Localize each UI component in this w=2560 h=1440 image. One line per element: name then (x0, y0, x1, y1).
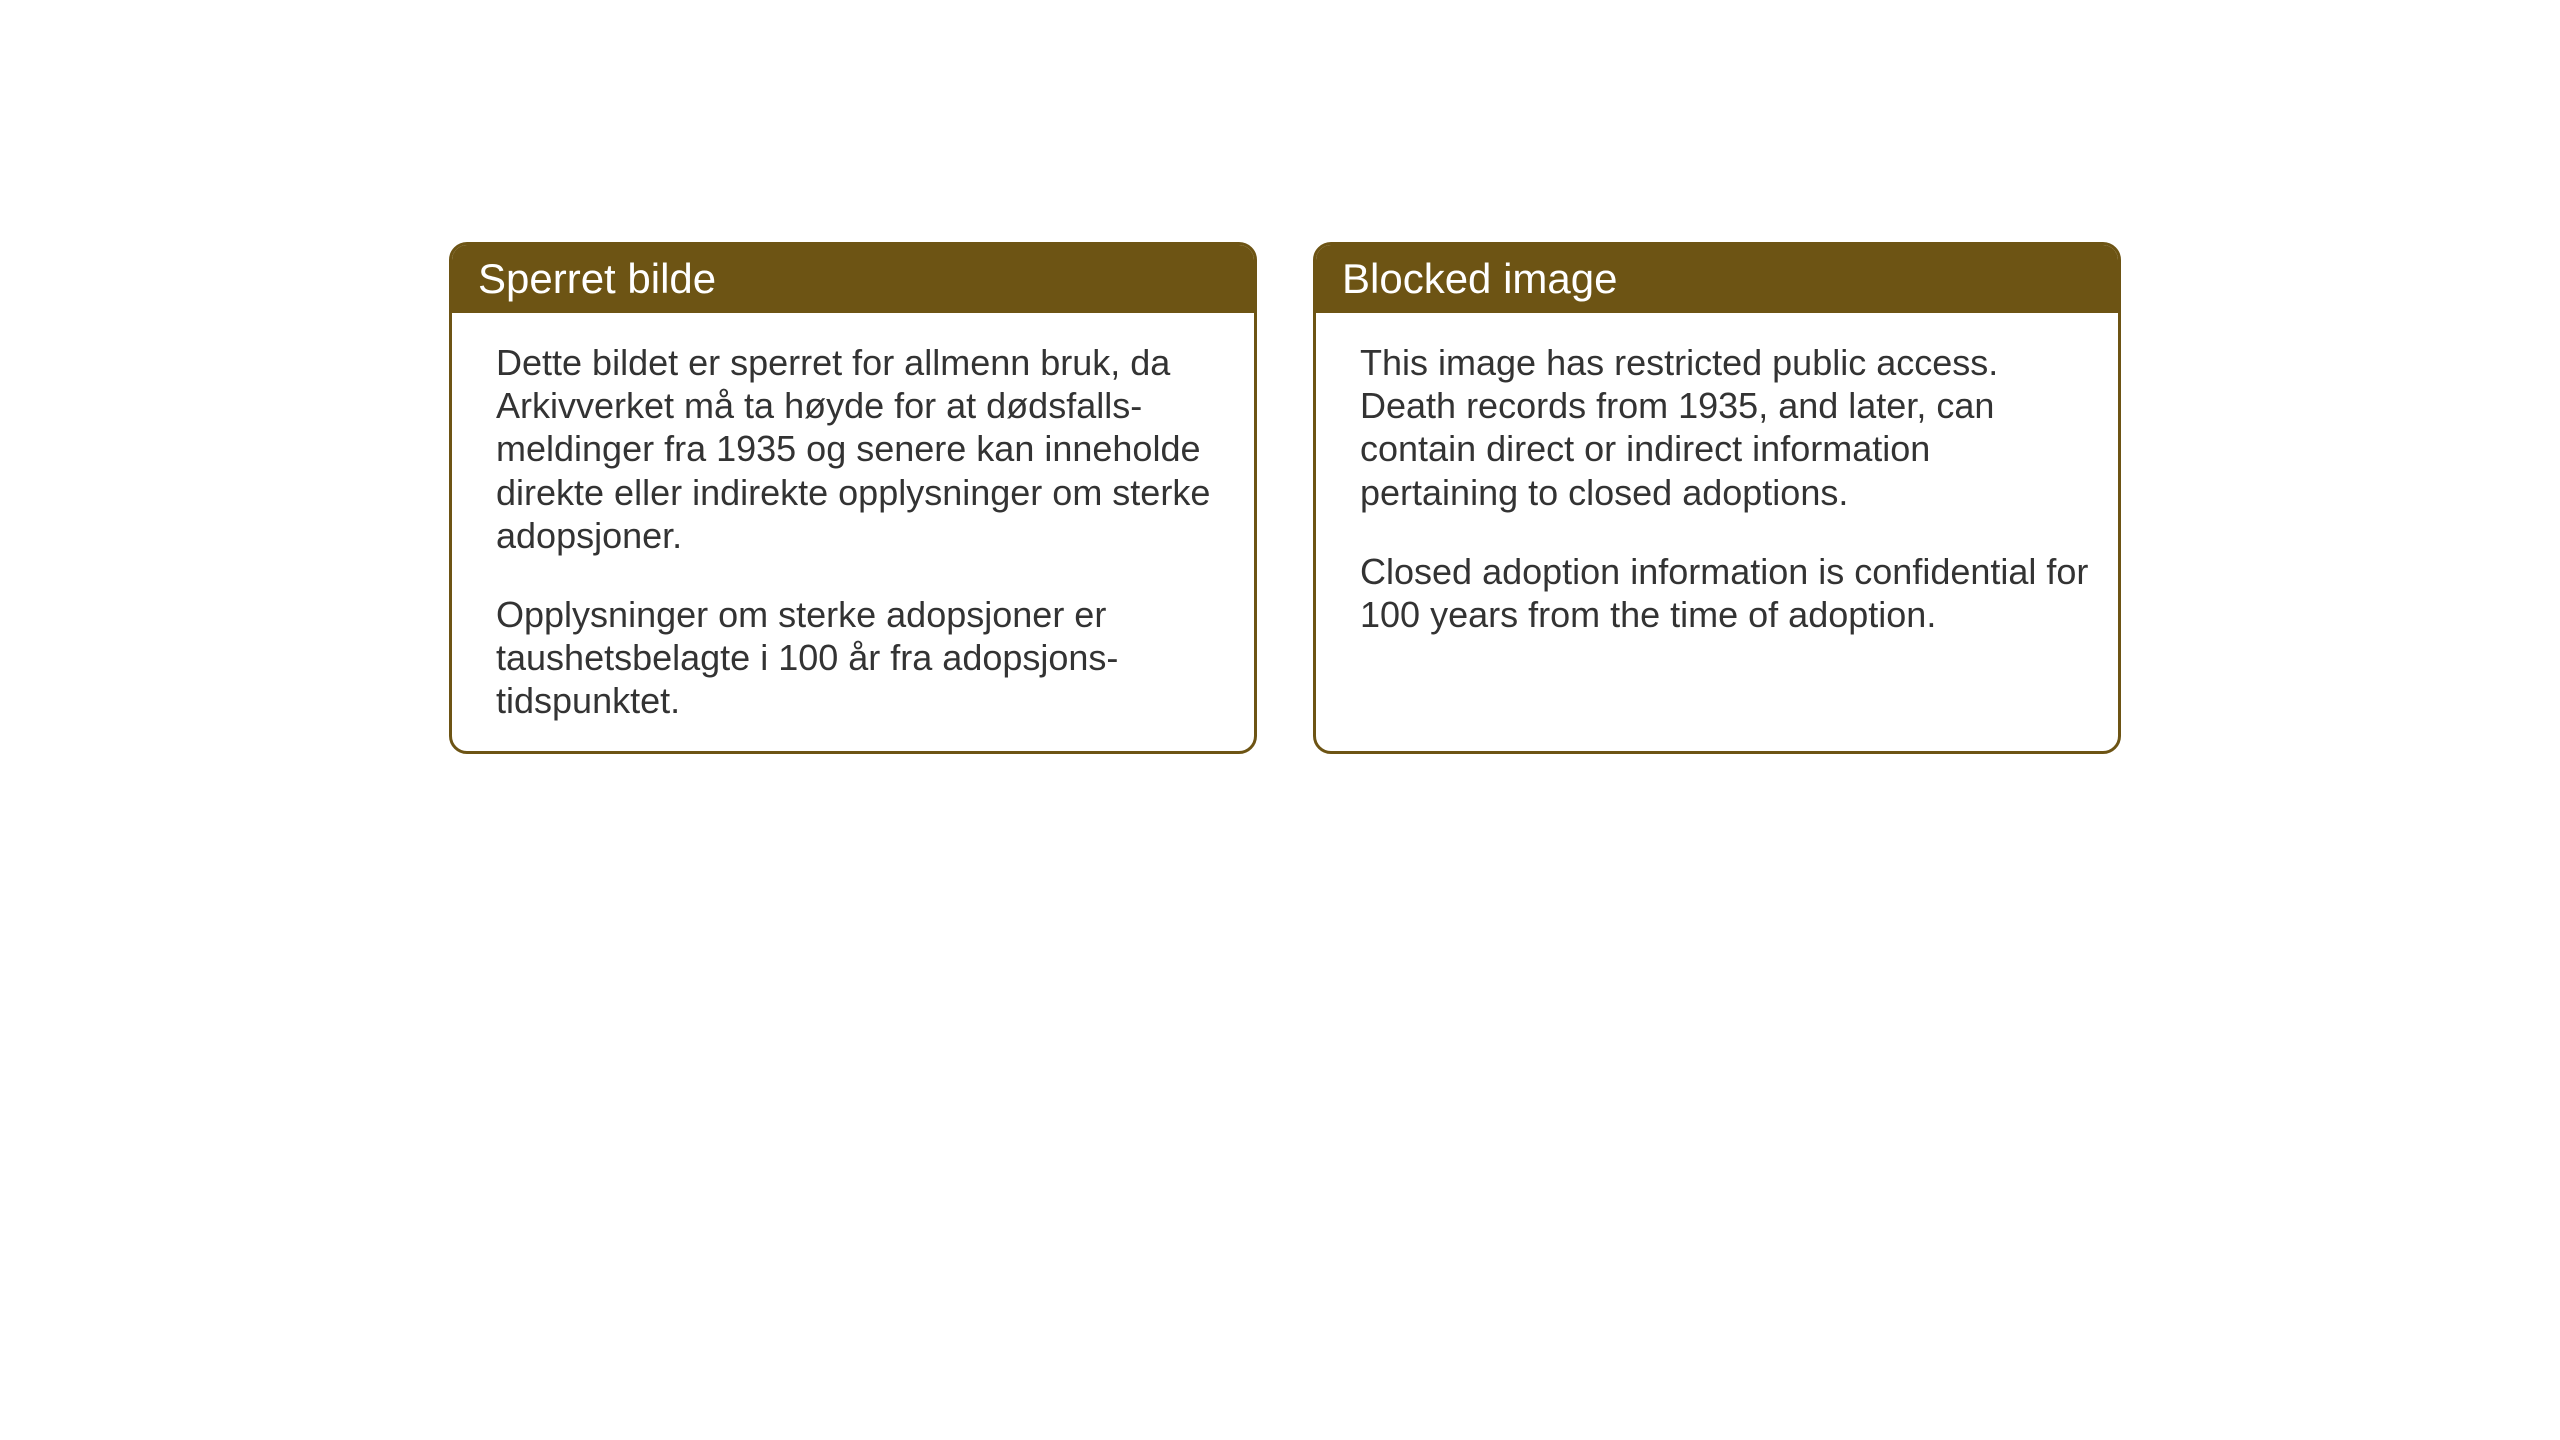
cards-container: Sperret bilde Dette bildet er sperret fo… (449, 242, 2121, 754)
paragraph-2-english: Closed adoption information is confident… (1360, 550, 2090, 636)
blocked-image-card-english: Blocked image This image has restricted … (1313, 242, 2121, 754)
card-body-norwegian: Dette bildet er sperret for allmenn bruk… (452, 313, 1254, 751)
card-header-norwegian: Sperret bilde (452, 245, 1254, 313)
paragraph-1-english: This image has restricted public access.… (1360, 341, 2090, 514)
paragraph-2-norwegian: Opplysninger om sterke adopsjoner er tau… (496, 593, 1226, 723)
card-header-english: Blocked image (1316, 245, 2118, 313)
blocked-image-card-norwegian: Sperret bilde Dette bildet er sperret fo… (449, 242, 1257, 754)
paragraph-1-norwegian: Dette bildet er sperret for allmenn bruk… (496, 341, 1226, 557)
card-body-english: This image has restricted public access.… (1316, 313, 2118, 664)
